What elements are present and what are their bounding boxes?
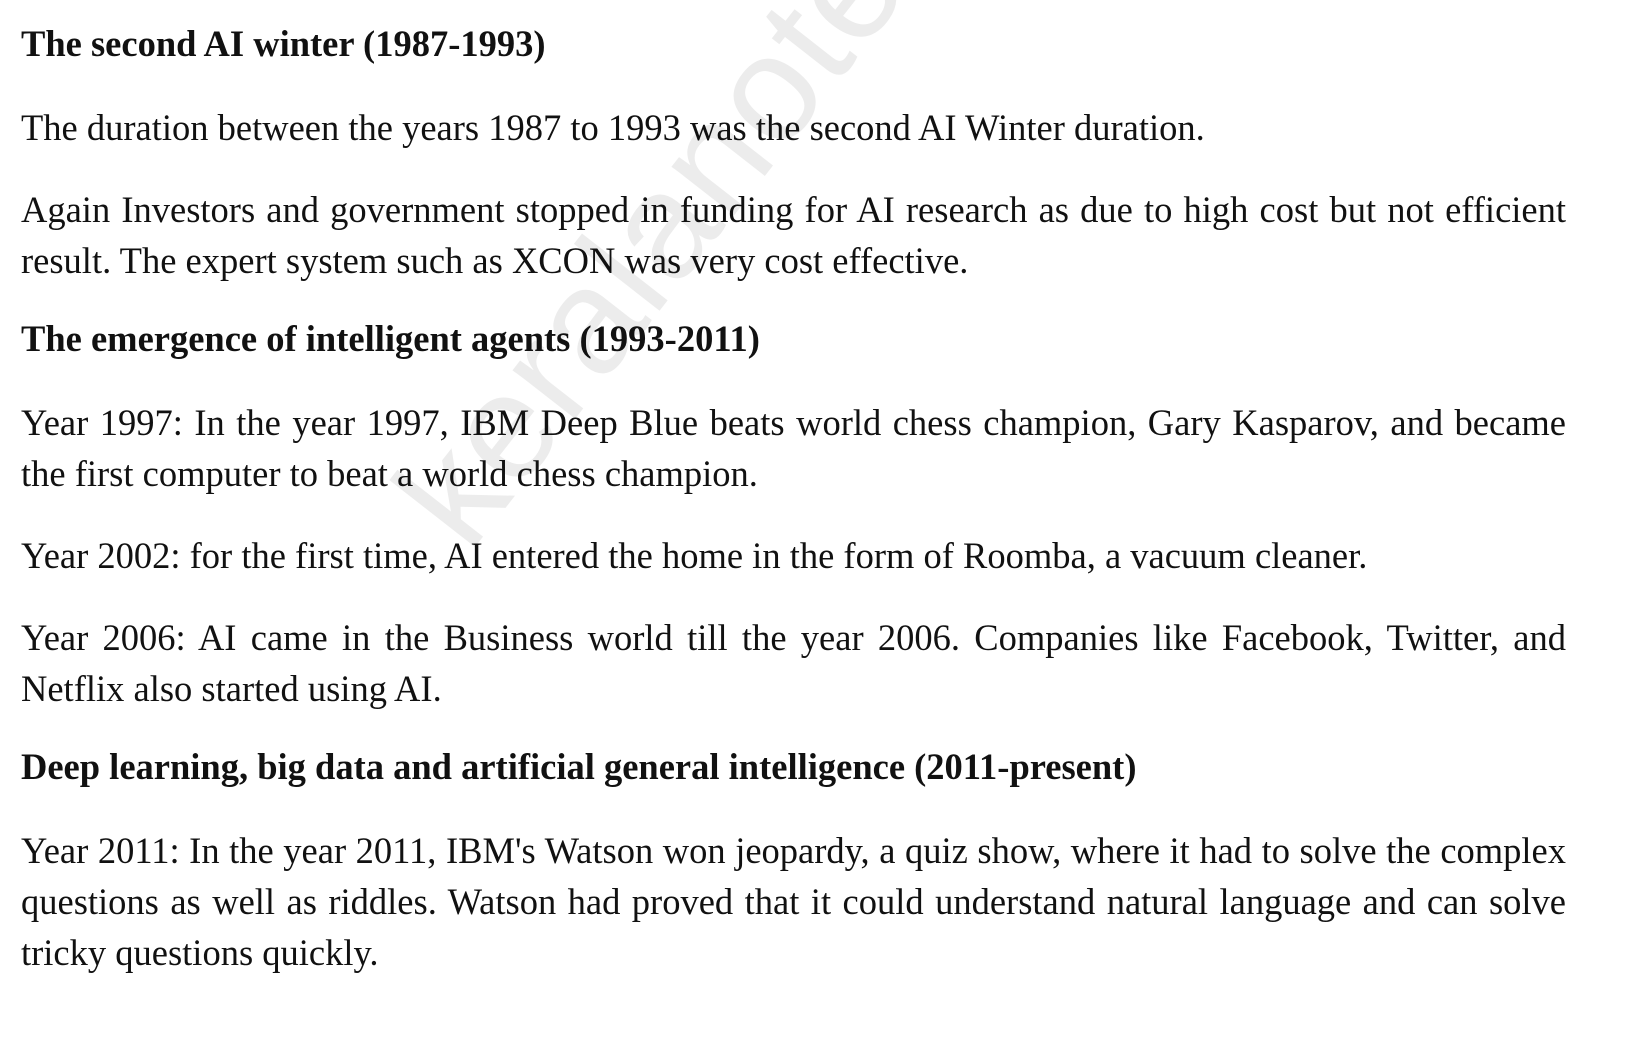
section-heading-deep-learning: Deep learning, big data and artificial g… <box>21 746 1137 787</box>
paragraph-year-2006: Year 2006: AI came in the Business world… <box>21 617 1566 709</box>
paragraph-year-1997: Year 1997: In the year 1997, IBM Deep Bl… <box>21 402 1566 494</box>
section-heading-intelligent-agents: The emergence of intelligent agents (199… <box>21 318 760 359</box>
section-heading-second-ai-winter: The second AI winter (1987-1993) <box>21 23 546 64</box>
paragraph-year-2002: Year 2002: for the first time, AI entere… <box>21 535 1368 576</box>
document-content: The second AI winter (1987-1993) The dur… <box>21 22 1566 978</box>
paragraph-funding-stopped: Again Investors and government stopped i… <box>21 189 1566 281</box>
paragraph-ai-winter-duration: The duration between the years 1987 to 1… <box>21 107 1205 148</box>
paragraph-year-2011: Year 2011: In the year 2011, IBM's Watso… <box>21 830 1566 973</box>
